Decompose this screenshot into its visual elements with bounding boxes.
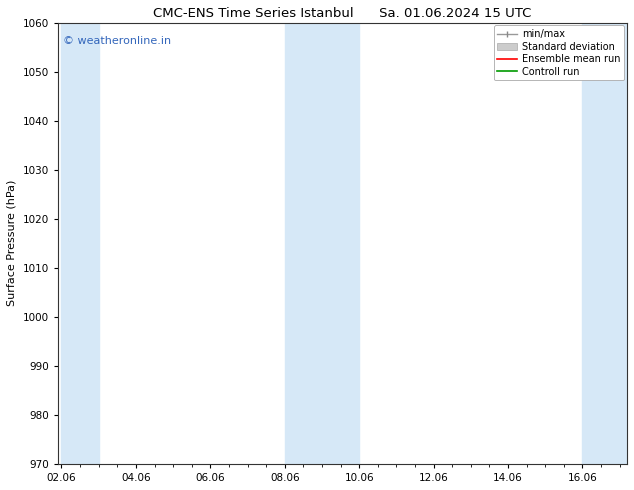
Y-axis label: Surface Pressure (hPa): Surface Pressure (hPa) [7, 180, 17, 306]
Legend: min/max, Standard deviation, Ensemble mean run, Controll run: min/max, Standard deviation, Ensemble me… [493, 25, 624, 80]
Bar [583, 23, 627, 464]
Title: CMC-ENS Time Series Istanbul      Sa. 01.06.2024 15 UTC: CMC-ENS Time Series Istanbul Sa. 01.06.2… [153, 7, 531, 20]
Bar [285, 23, 359, 464]
Bar [61, 23, 99, 464]
Text: © weatheronline.in: © weatheronline.in [63, 36, 172, 46]
